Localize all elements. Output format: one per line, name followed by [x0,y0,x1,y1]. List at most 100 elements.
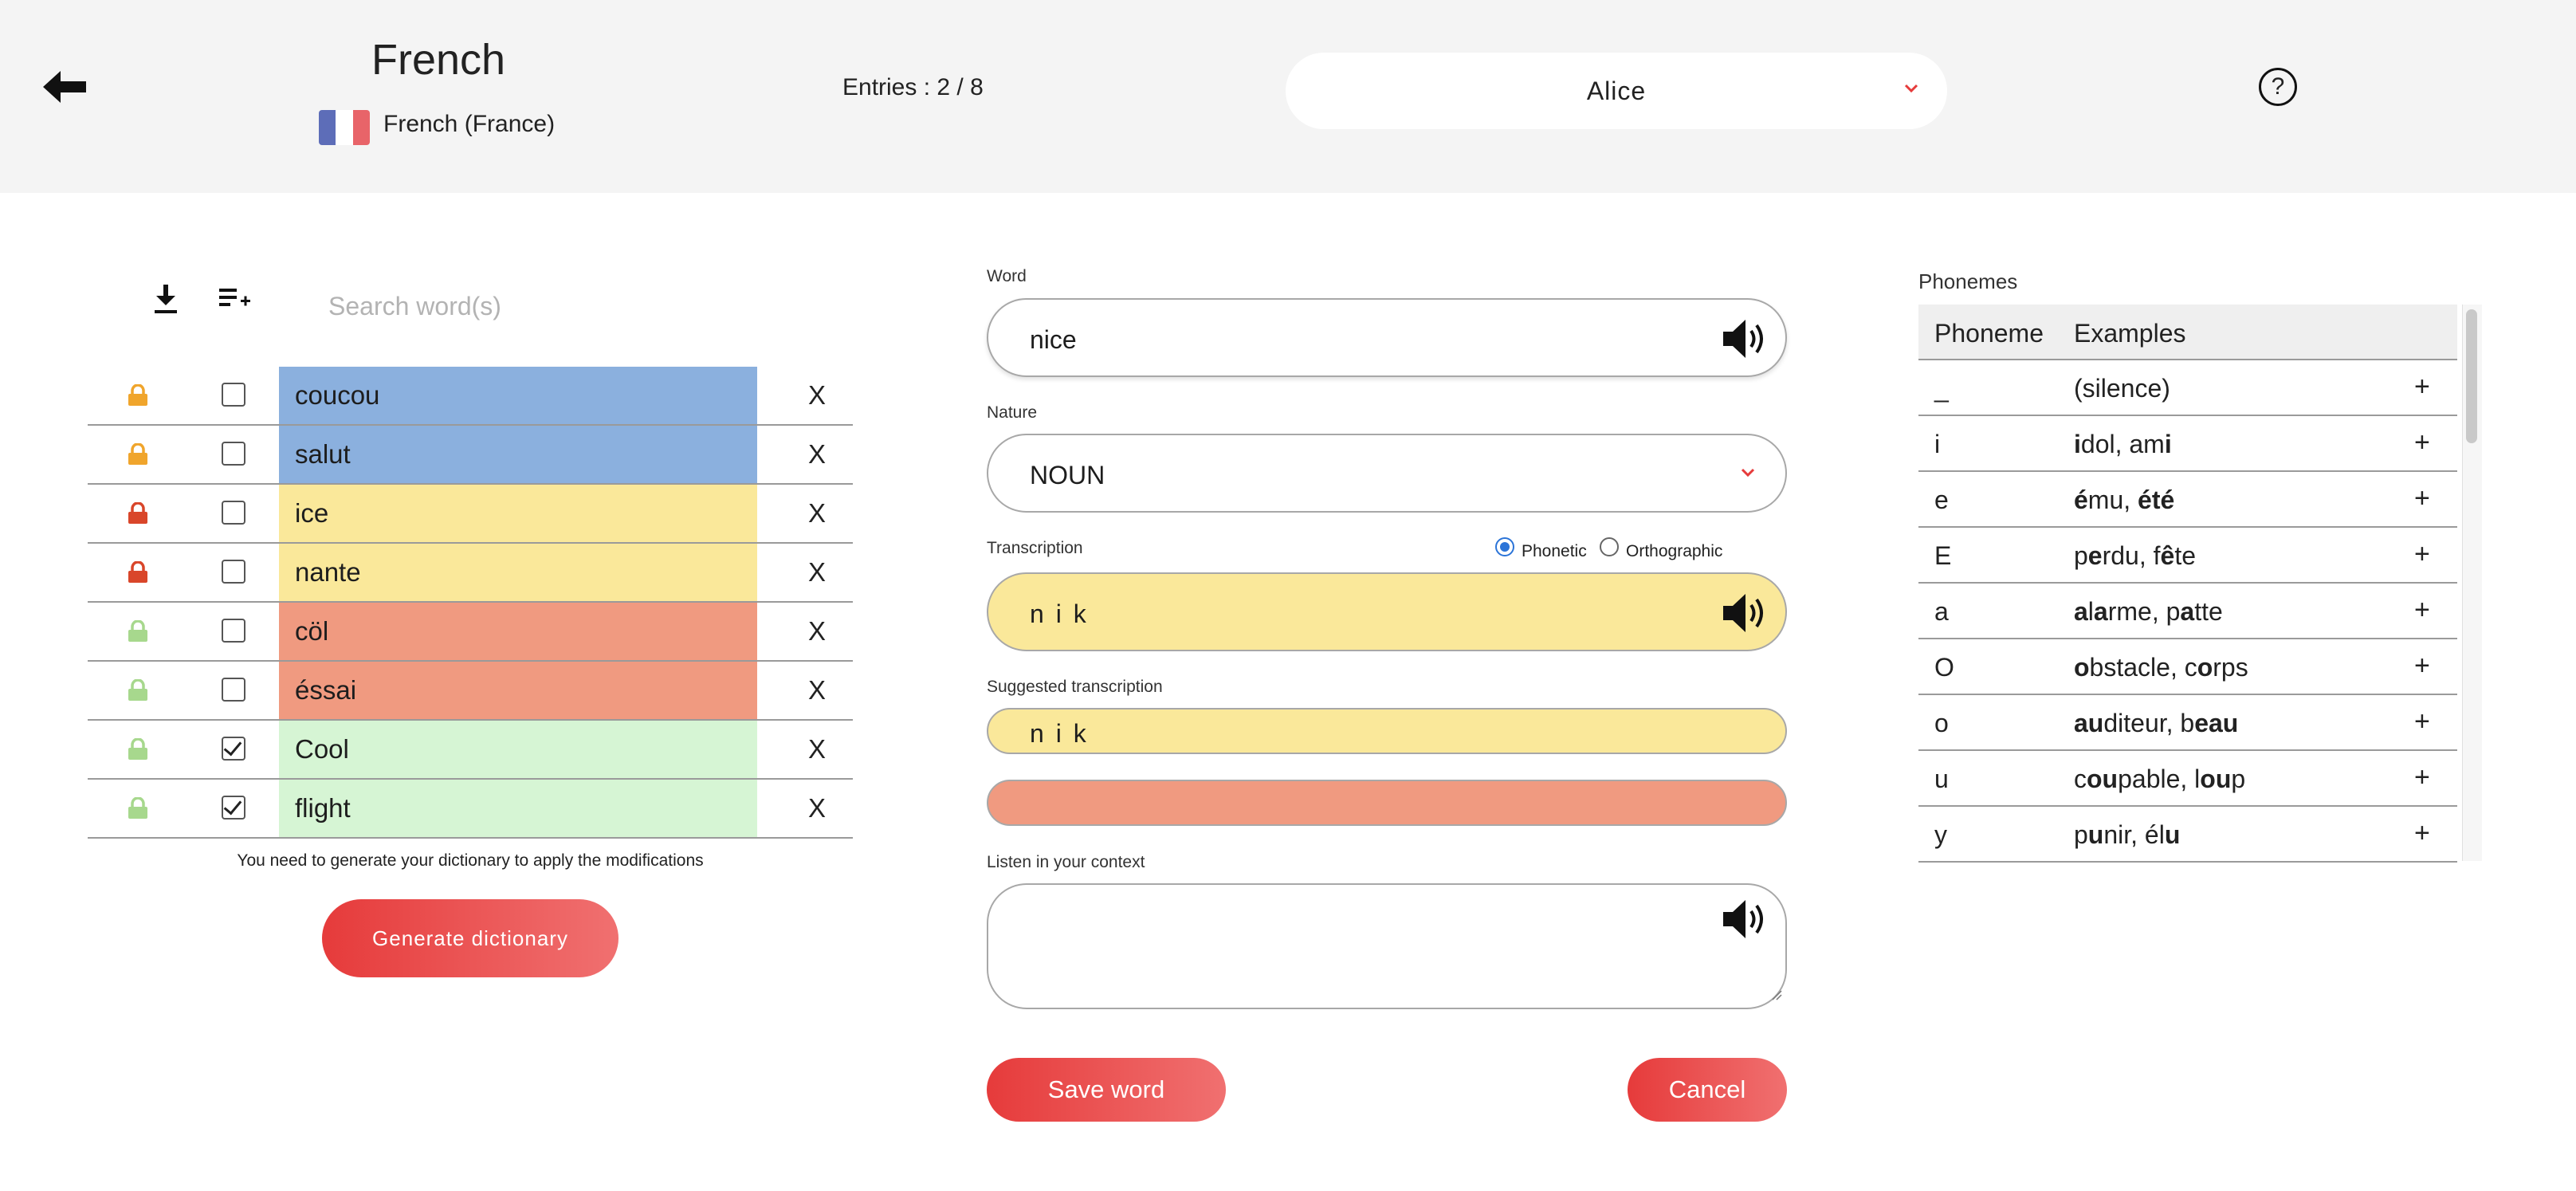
phonemes-title: Phonemes [1918,269,2018,293]
phoneme-symbol: e [1934,485,1949,514]
nature-select[interactable]: NOUN [987,434,1787,513]
row-checkbox[interactable] [222,442,245,466]
add-phoneme-button[interactable]: + [2414,818,2430,848]
example-segment: a [2093,597,2108,626]
lock-icon[interactable] [128,678,148,706]
delete-word-button[interactable]: X [807,675,826,705]
row-checkbox[interactable] [222,796,245,820]
table-row: coucou X [88,367,853,426]
table-row: Cool X [88,721,853,780]
word-cell[interactable]: ice [279,485,757,542]
word-cell[interactable]: flight [279,780,757,837]
example-segment: ê [2160,541,2175,570]
delete-word-button[interactable]: X [807,793,826,823]
table-row: éssai X [88,662,853,721]
download-icon[interactable] [151,283,180,319]
phoneme-symbol: i [1934,430,1941,458]
add-phoneme-button[interactable]: + [2414,371,2430,402]
suggested-transcription-alt-field[interactable] [987,780,1787,826]
example-segment: rdu, f [2102,541,2161,570]
delete-word-button[interactable]: X [807,380,826,410]
back-arrow-icon[interactable] [40,68,91,106]
resize-handle-icon[interactable] [1771,989,1782,1004]
example-segment: te [2174,541,2196,570]
phoneme-column-header: Phoneme [1934,319,2044,348]
lock-icon[interactable] [128,737,148,765]
word-cell[interactable]: éssai [279,662,757,719]
transcription-field[interactable]: n i k [987,572,1787,651]
delete-word-button[interactable]: X [807,557,826,587]
example-segment: diteur, b [2103,709,2195,737]
add-phoneme-button[interactable]: + [2414,706,2430,737]
speaker-icon[interactable] [1722,317,1768,364]
example-segment: bstacle, c [2089,653,2197,682]
transcription-value: n i k [1030,599,1089,628]
phoneme-row: _ (silence) + [1918,360,2457,416]
example-segment: i [2074,430,2081,458]
generate-dictionary-button[interactable]: Generate dictionary [322,899,618,977]
add-phoneme-button[interactable]: + [2414,483,2430,513]
lock-icon[interactable] [128,383,148,411]
phoneme-row: e ému, été + [1918,472,2457,528]
phonemes-scrollbar[interactable] [2462,305,2482,861]
phonetic-label: Phonetic [1522,542,1587,560]
example-segment: nir, él [2103,820,2165,849]
listen-context-label: Listen in your context [987,853,1145,871]
word-cell[interactable]: coucou [279,367,757,424]
word-cell[interactable]: Cool [279,721,757,778]
delete-word-button[interactable]: X [807,734,826,764]
search-input[interactable] [327,281,744,332]
save-word-button[interactable]: Save word [987,1058,1226,1122]
add-phoneme-button[interactable]: + [2414,762,2430,792]
example-segment: été [2138,485,2175,514]
lock-icon[interactable] [128,442,148,470]
phonemes-header: Phoneme Examples [1918,305,2457,360]
example-segment: mu, [2087,485,2138,514]
phonetic-radio[interactable] [1495,537,1514,556]
word-field[interactable]: nice [987,298,1787,377]
listen-context-textarea[interactable] [987,883,1787,1009]
delete-word-button[interactable]: X [807,616,826,646]
word-cell[interactable]: cöl [279,603,757,660]
orthographic-radio[interactable] [1600,537,1619,556]
lock-icon[interactable] [128,560,148,588]
add-list-icon[interactable] [219,287,251,315]
chevron-down-icon [1741,467,1755,482]
lock-icon[interactable] [128,501,148,529]
add-phoneme-button[interactable]: + [2414,595,2430,625]
cancel-button[interactable]: Cancel [1628,1058,1787,1122]
example-segment: rps [2213,653,2248,682]
scrollbar-thumb[interactable] [2466,309,2477,443]
add-phoneme-button[interactable]: + [2414,539,2430,569]
speaker-icon[interactable] [1722,592,1768,639]
table-row: flight X [88,780,853,839]
entries-count: Entries : 2 / 8 [842,74,984,100]
speaker-icon[interactable] [1722,898,1768,945]
delete-word-button[interactable]: X [807,439,826,469]
row-checkbox[interactable] [222,501,245,525]
user-select[interactable]: Alice [1286,53,1947,129]
example-segment: e [2087,541,2103,570]
phoneme-symbol: o [1934,709,1949,737]
table-row: ice X [88,485,853,544]
row-checkbox[interactable] [222,737,245,761]
table-row: cöl X [88,603,853,662]
row-checkbox[interactable] [222,619,245,643]
word-cell[interactable]: salut [279,426,757,483]
row-checkbox[interactable] [222,383,245,407]
add-phoneme-button[interactable]: + [2414,651,2430,681]
example-segment: p [2074,541,2088,570]
example-segment: ou [2087,765,2119,793]
lock-icon[interactable] [128,796,148,823]
add-phoneme-button[interactable]: + [2414,427,2430,458]
row-checkbox[interactable] [222,560,245,584]
suggested-transcription-field[interactable]: n i k [987,708,1787,754]
lock-icon[interactable] [128,619,148,647]
row-checkbox[interactable] [222,678,245,702]
help-icon[interactable]: ? [2259,68,2297,106]
delete-word-button[interactable]: X [807,498,826,528]
examples-column-header: Examples [2074,319,2186,348]
word-cell[interactable]: nante [279,544,757,601]
